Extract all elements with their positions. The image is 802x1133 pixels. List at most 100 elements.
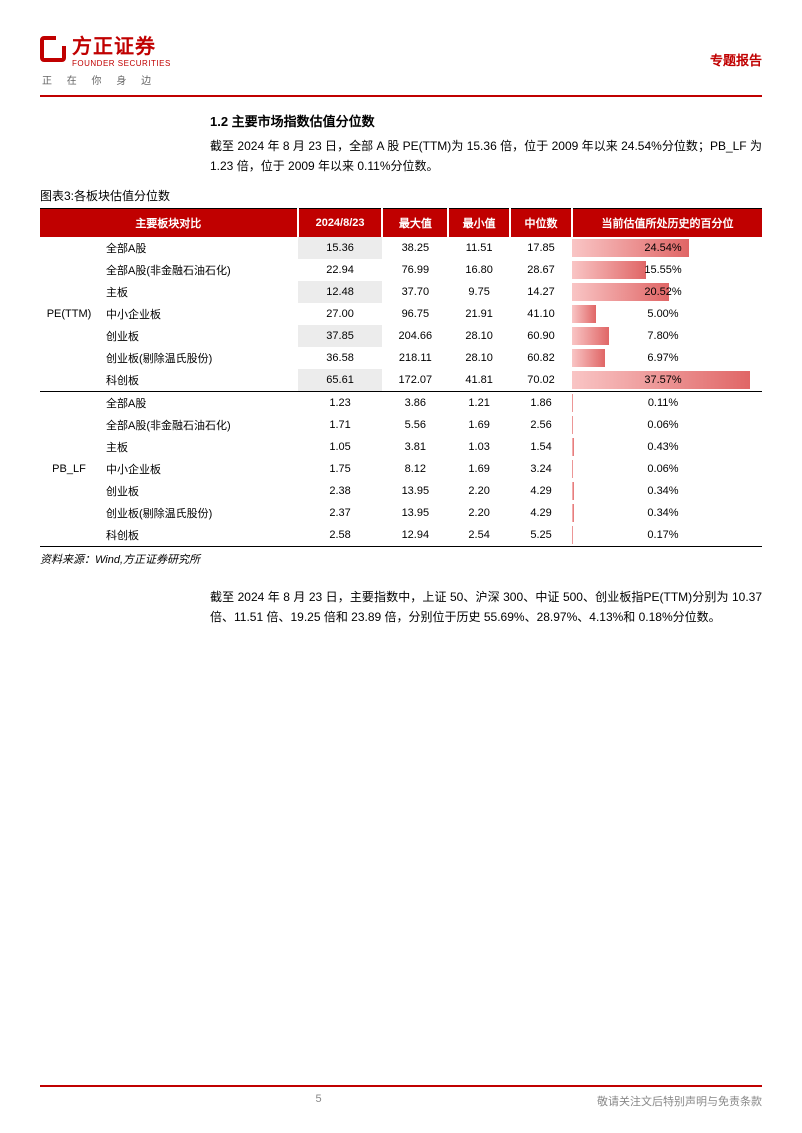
intro-paragraph-1: 截至 2024 年 8 月 23 日，全部 A 股 PE(TTM)为 15.36… bbox=[210, 136, 762, 177]
cell-max: 172.07 bbox=[382, 369, 448, 392]
percentile-bar bbox=[572, 261, 646, 279]
row-name: 创业板(剔除温氏股份) bbox=[98, 347, 298, 369]
percentile-bar bbox=[572, 394, 573, 412]
logo-icon bbox=[40, 36, 66, 62]
percentile-bar bbox=[572, 438, 574, 456]
cell-percentile: 0.11% bbox=[572, 391, 762, 414]
cell-cur: 1.05 bbox=[298, 436, 383, 458]
table-head: 主要板块对比 2024/8/23 最大值 最小值 中位数 当前估值所处历史的百分… bbox=[40, 208, 762, 237]
cell-percentile: 6.97% bbox=[572, 347, 762, 369]
percentile-value: 0.34% bbox=[647, 507, 678, 519]
percentile-value: 0.34% bbox=[647, 485, 678, 497]
cell-med: 1.54 bbox=[510, 436, 572, 458]
percentile-bar bbox=[572, 504, 574, 522]
percentile-value: 0.43% bbox=[647, 441, 678, 453]
th-percentile: 当前估值所处历史的百分位 bbox=[572, 208, 762, 237]
percentile-value: 24.54% bbox=[644, 242, 681, 254]
cell-cur: 1.75 bbox=[298, 458, 383, 480]
row-name: 创业板 bbox=[98, 325, 298, 347]
percentile-value: 15.55% bbox=[644, 264, 681, 276]
group-label: PB_LF bbox=[40, 391, 98, 546]
percentile-value: 0.17% bbox=[647, 529, 678, 541]
cell-min: 1.69 bbox=[448, 414, 510, 436]
cell-cur: 2.37 bbox=[298, 502, 383, 524]
cell-med: 41.10 bbox=[510, 303, 572, 325]
row-name: 全部A股 bbox=[98, 391, 298, 414]
page-number: 5 bbox=[40, 1093, 597, 1109]
row-name: 科创板 bbox=[98, 524, 298, 547]
cell-max: 3.81 bbox=[382, 436, 448, 458]
cell-percentile: 15.55% bbox=[572, 259, 762, 281]
cell-cur: 22.94 bbox=[298, 259, 383, 281]
percentile-bar bbox=[572, 327, 609, 345]
cell-min: 11.51 bbox=[448, 237, 510, 259]
cell-max: 3.86 bbox=[382, 391, 448, 414]
table-row: 创业板(剔除温氏股份)36.58218.1128.1060.826.97% bbox=[40, 347, 762, 369]
cell-cur: 12.48 bbox=[298, 281, 383, 303]
row-name: 主板 bbox=[98, 281, 298, 303]
cell-min: 16.80 bbox=[448, 259, 510, 281]
cell-min: 1.69 bbox=[448, 458, 510, 480]
cell-percentile: 0.34% bbox=[572, 480, 762, 502]
cell-percentile: 0.06% bbox=[572, 458, 762, 480]
cell-percentile: 5.00% bbox=[572, 303, 762, 325]
cell-max: 12.94 bbox=[382, 524, 448, 547]
cell-med: 4.29 bbox=[510, 502, 572, 524]
row-name: 创业板(剔除温氏股份) bbox=[98, 502, 298, 524]
footer-disclaimer: 敬请关注文后特别声明与免责条款 bbox=[597, 1093, 762, 1109]
cell-cur: 15.36 bbox=[298, 237, 383, 259]
cell-min: 28.10 bbox=[448, 347, 510, 369]
cell-med: 2.56 bbox=[510, 414, 572, 436]
cell-max: 38.25 bbox=[382, 237, 448, 259]
table-row: 全部A股(非金融石油石化)1.715.561.692.560.06% bbox=[40, 414, 762, 436]
page-footer: 5 敬请关注文后特别声明与免责条款 bbox=[40, 1085, 762, 1109]
percentile-value: 6.97% bbox=[647, 352, 678, 364]
cell-med: 70.02 bbox=[510, 369, 572, 392]
cell-max: 13.95 bbox=[382, 502, 448, 524]
row-name: 全部A股(非金融石油石化) bbox=[98, 259, 298, 281]
table-row: 创业板(剔除温氏股份)2.3713.952.204.290.34% bbox=[40, 502, 762, 524]
cell-percentile: 20.52% bbox=[572, 281, 762, 303]
cell-max: 218.11 bbox=[382, 347, 448, 369]
percentile-bar bbox=[572, 305, 596, 323]
cell-cur: 65.61 bbox=[298, 369, 383, 392]
table-row: PE(TTM)全部A股15.3638.2511.5117.8524.54% bbox=[40, 237, 762, 259]
cell-percentile: 7.80% bbox=[572, 325, 762, 347]
section-title: 1.2 主要市场指数估值分位数 bbox=[210, 111, 762, 130]
percentile-value: 7.80% bbox=[647, 330, 678, 342]
cell-med: 17.85 bbox=[510, 237, 572, 259]
cell-cur: 1.23 bbox=[298, 391, 383, 414]
percentile-value: 0.11% bbox=[648, 397, 678, 409]
cell-percentile: 0.43% bbox=[572, 436, 762, 458]
row-name: 中小企业板 bbox=[98, 458, 298, 480]
cell-max: 204.66 bbox=[382, 325, 448, 347]
cell-min: 1.03 bbox=[448, 436, 510, 458]
cell-cur: 1.71 bbox=[298, 414, 383, 436]
th-median: 中位数 bbox=[510, 208, 572, 237]
table-row: 主板1.053.811.031.54 0.43% bbox=[40, 436, 762, 458]
logo-tagline: 正 在 你 身 边 bbox=[42, 72, 171, 87]
table-row: 科创板65.61172.0741.8170.0237.57% bbox=[40, 369, 762, 392]
percentile-bar bbox=[572, 349, 605, 367]
cell-percentile: 0.06% bbox=[572, 414, 762, 436]
cell-min: 1.21 bbox=[448, 391, 510, 414]
table-body: PE(TTM)全部A股 15.3638.2511.5117.85 24.54% 全部A… bbox=[40, 237, 762, 547]
table-row: 中小企业板1.758.121.693.240.06% bbox=[40, 458, 762, 480]
group-label: PE(TTM) bbox=[40, 237, 98, 392]
valuation-table: 主要板块对比 2024/8/23 最大值 最小值 中位数 当前估值所处历史的百分… bbox=[40, 208, 762, 547]
cell-max: 8.12 bbox=[382, 458, 448, 480]
cell-med: 14.27 bbox=[510, 281, 572, 303]
row-name: 科创板 bbox=[98, 369, 298, 392]
row-name: 全部A股(非金融石油石化) bbox=[98, 414, 298, 436]
figure-caption: 图表3:各板块估值分位数 bbox=[40, 187, 762, 204]
logo-block: 方正证券 FOUNDER SECURITIES 正 在 你 身 边 bbox=[40, 30, 171, 87]
row-name: 主板 bbox=[98, 436, 298, 458]
cell-min: 21.91 bbox=[448, 303, 510, 325]
report-type: 专题报告 bbox=[710, 50, 762, 69]
percentile-bar bbox=[572, 526, 573, 544]
cell-cur: 36.58 bbox=[298, 347, 383, 369]
cell-med: 5.25 bbox=[510, 524, 572, 547]
table-row: 科创板2.5812.942.545.250.17% bbox=[40, 524, 762, 547]
table-row: 全部A股(非金融石油石化)22.9476.9916.8028.6715.55% bbox=[40, 259, 762, 281]
page-header: 方正证券 FOUNDER SECURITIES 正 在 你 身 边 专题报告 bbox=[40, 30, 762, 97]
